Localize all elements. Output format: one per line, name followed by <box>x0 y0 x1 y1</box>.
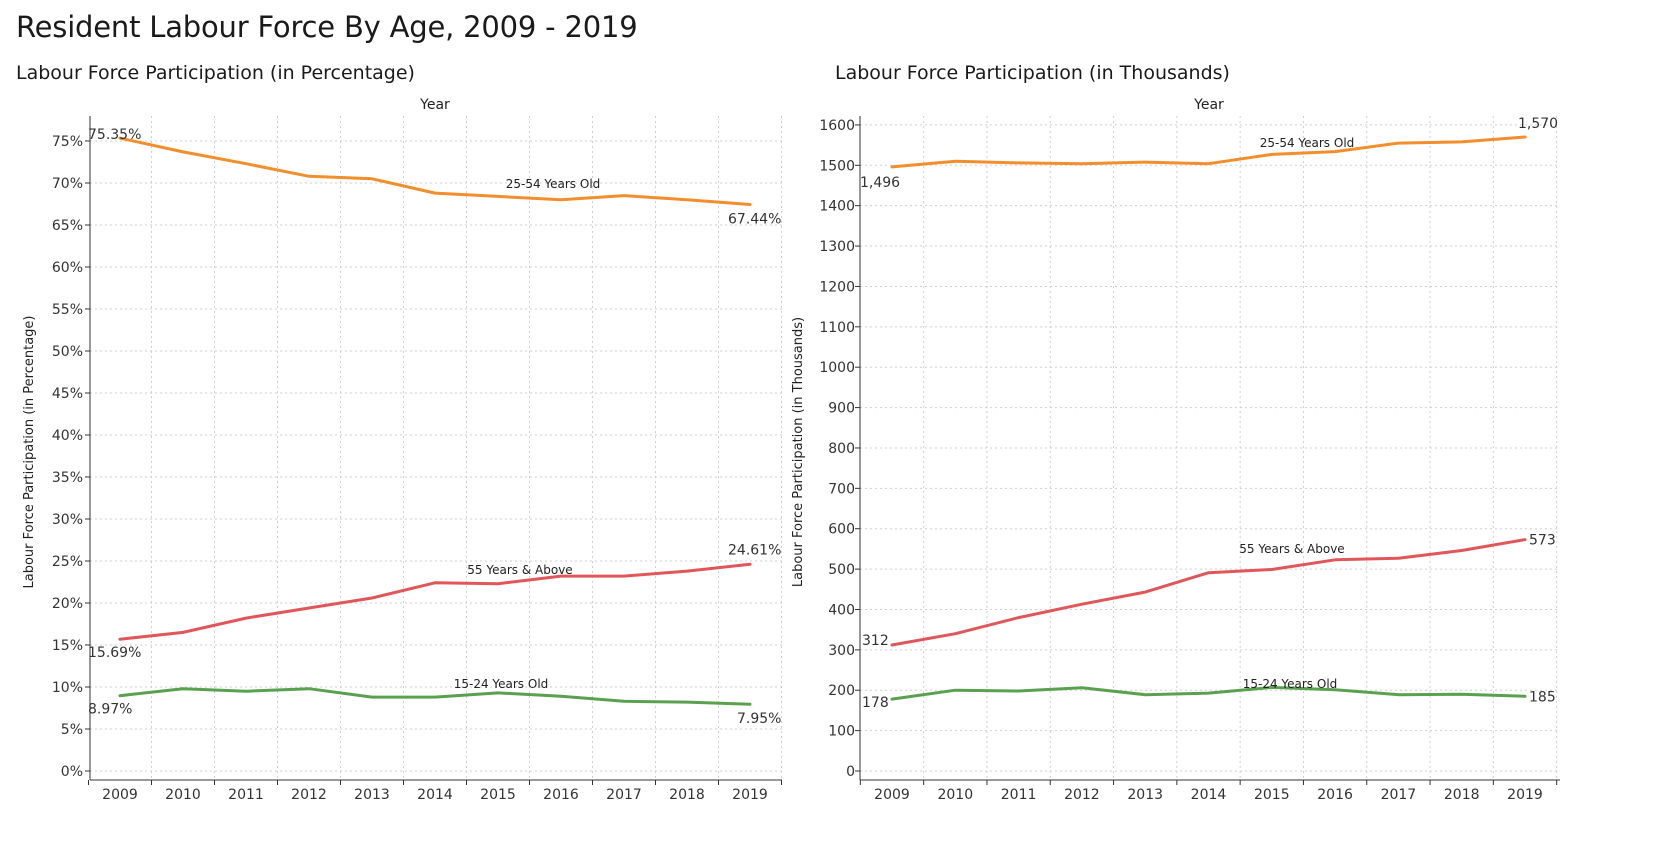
y-axis-title: Labour Force Participation (in Thousands… <box>791 317 806 587</box>
y-tick-label: 800 <box>828 441 855 457</box>
series-label-25-54-years-old: 25-54 Years Old <box>506 177 601 191</box>
x-axis-title: Year <box>1193 97 1224 113</box>
dashboard-title: Resident Labour Force By Age, 2009 - 201… <box>16 10 638 44</box>
series-label-55-years-and-above: 55 Years & Above <box>1239 542 1344 556</box>
y-tick-label: 55% <box>52 302 83 318</box>
data-label-start: 75.35% <box>88 127 141 143</box>
data-label-end: 1,570 <box>1518 116 1558 132</box>
series-label-15-24-years-old: 15-24 Years Old <box>454 677 549 691</box>
x-tick-label: 2015 <box>1254 787 1290 803</box>
x-tick-label: 2010 <box>937 787 973 803</box>
x-tick-label: 2016 <box>543 787 579 803</box>
chart-title-thousands: Labour Force Participation (in Thousands… <box>835 62 1230 84</box>
y-tick-label: 15% <box>52 638 83 654</box>
series-line-25-54-years-old <box>890 135 1527 169</box>
data-label-start: 1,496 <box>860 175 900 191</box>
x-tick-label: 2018 <box>669 787 705 803</box>
series-label-25-54-years-old: 25-54 Years Old <box>1260 136 1355 150</box>
x-tick-label: 2015 <box>480 787 516 803</box>
x-tick-label: 2011 <box>228 787 264 803</box>
y-tick-label: 1300 <box>819 239 855 255</box>
y-tick-label: 5% <box>61 722 83 738</box>
x-tick-label: 2017 <box>606 787 642 803</box>
x-tick-label: 2013 <box>1127 787 1163 803</box>
y-tick-label: 500 <box>828 562 855 578</box>
x-tick-label: 2012 <box>1064 787 1100 803</box>
y-tick-label: 50% <box>52 344 83 360</box>
chart-title-percentage: Labour Force Participation (in Percentag… <box>16 62 415 84</box>
y-tick-label: 1200 <box>819 279 855 295</box>
x-tick-label: 2014 <box>417 787 453 803</box>
y-tick-label: 100 <box>828 724 855 740</box>
y-tick-label: 400 <box>828 602 855 618</box>
y-tick-label: 700 <box>828 481 855 497</box>
y-tick-label: 35% <box>52 470 83 486</box>
y-tick-label: 40% <box>52 428 83 444</box>
data-label-end: 573 <box>1529 533 1556 549</box>
data-label-start: 312 <box>862 633 889 649</box>
y-tick-label: 1600 <box>819 118 855 134</box>
series-line-55-years-and-above <box>118 562 752 641</box>
x-tick-label: 2013 <box>354 787 390 803</box>
y-tick-label: 1100 <box>819 320 855 336</box>
x-axis-title: Year <box>419 97 450 113</box>
series-line-55-years-and-above <box>890 538 1527 647</box>
y-tick-label: 1500 <box>819 158 855 174</box>
y-tick-label: 45% <box>52 386 83 402</box>
x-tick-label: 2014 <box>1191 787 1227 803</box>
y-tick-label: 65% <box>52 218 83 234</box>
y-tick-label: 25% <box>52 554 83 570</box>
y-tick-label: 200 <box>828 683 855 699</box>
data-label-end: 24.61% <box>728 542 781 558</box>
series-line-15-24-years-old <box>890 685 1527 701</box>
x-tick-label: 2019 <box>1507 787 1543 803</box>
y-tick-label: 75% <box>52 134 83 150</box>
y-tick-label: 20% <box>52 596 83 612</box>
y-tick-label: 30% <box>52 512 83 528</box>
data-label-end: 67.44% <box>728 212 781 228</box>
y-tick-label: 1000 <box>819 360 855 376</box>
series-line-15-24-years-old <box>118 687 752 706</box>
series-label-15-24-years-old: 15-24 Years Old <box>1243 677 1338 691</box>
data-label-start: 178 <box>862 695 889 711</box>
x-tick-label: 2018 <box>1444 787 1480 803</box>
data-label-end: 7.95% <box>737 711 781 727</box>
data-label-start: 15.69% <box>88 645 141 661</box>
y-tick-label: 10% <box>52 680 83 696</box>
x-tick-label: 2011 <box>1001 787 1037 803</box>
y-tick-label: 600 <box>828 522 855 538</box>
x-tick-label: 2009 <box>874 787 910 803</box>
x-tick-label: 2017 <box>1381 787 1417 803</box>
y-axis-title: Labour Force Participation (in Percentag… <box>22 316 37 589</box>
y-tick-label: 70% <box>52 176 83 192</box>
y-tick-label: 0% <box>61 764 83 780</box>
y-tick-label: 900 <box>828 401 855 417</box>
x-tick-label: 2010 <box>165 787 201 803</box>
y-tick-label: 0 <box>846 764 855 780</box>
x-tick-label: 2016 <box>1317 787 1353 803</box>
series-line-25-54-years-old <box>118 136 752 206</box>
x-tick-label: 2019 <box>732 787 768 803</box>
y-tick-label: 60% <box>52 260 83 276</box>
y-tick-label: 300 <box>828 643 855 659</box>
x-tick-label: 2009 <box>102 787 138 803</box>
data-label-end: 185 <box>1529 689 1556 705</box>
series-label-55-years-and-above: 55 Years & Above <box>467 563 572 577</box>
data-label-start: 8.97% <box>88 702 132 718</box>
y-tick-label: 1400 <box>819 199 855 215</box>
x-tick-label: 2012 <box>291 787 327 803</box>
